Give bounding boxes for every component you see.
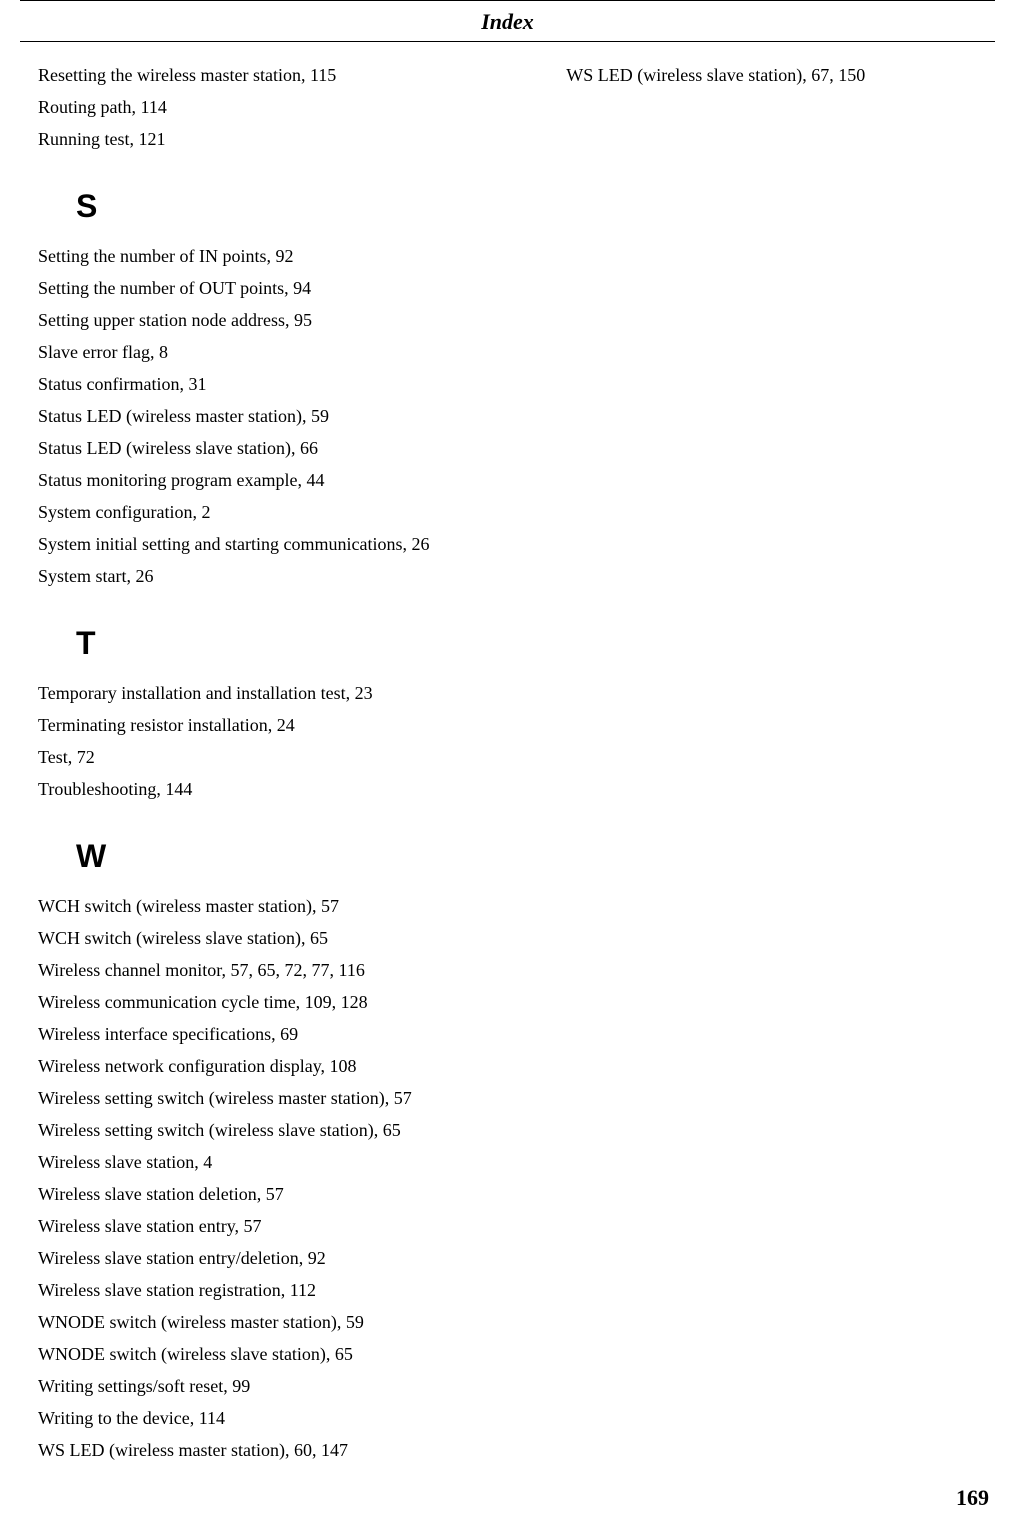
index-entry: Routing path, 114 [38,98,526,116]
index-entry: Setting the number of IN points, 92 [38,247,526,265]
index-entry: Temporary installation and installation … [38,684,526,702]
index-section-letter: W [76,838,526,875]
index-entry: WCH switch (wireless slave station), 65 [38,929,526,947]
index-entry: Slave error flag, 8 [38,343,526,361]
page-number: 169 [956,1485,989,1511]
index-entry: Wireless slave station entry, 57 [38,1217,526,1235]
left-column: Resetting the wireless master station, 1… [38,66,526,1473]
index-entry: System start, 26 [38,567,526,585]
index-entry: Setting upper station node address, 95 [38,311,526,329]
index-entry: Wireless channel monitor, 57, 65, 72, 77… [38,961,526,979]
header-title: Index [481,9,534,34]
index-entry: WS LED (wireless master station), 60, 14… [38,1441,526,1459]
index-entry: Wireless slave station registration, 112 [38,1281,526,1299]
page-header: Index [20,0,995,42]
index-entry: Writing to the device, 114 [38,1409,526,1427]
index-entry: Terminating resistor installation, 24 [38,716,526,734]
index-entry: Status confirmation, 31 [38,375,526,393]
index-entry: Test, 72 [38,748,526,766]
index-entry: Wireless communication cycle time, 109, … [38,993,526,1011]
index-entry: Writing settings/soft reset, 99 [38,1377,526,1395]
index-entry: Wireless slave station, 4 [38,1153,526,1171]
index-entry: Status LED (wireless master station), 59 [38,407,526,425]
index-entry: WNODE switch (wireless master station), … [38,1313,526,1331]
index-section-letter: S [76,188,526,225]
index-entry: WNODE switch (wireless slave station), 6… [38,1345,526,1363]
index-entry: Setting the number of OUT points, 94 [38,279,526,297]
index-entry: WCH switch (wireless master station), 57 [38,897,526,915]
index-entry: Wireless network configuration display, … [38,1057,526,1075]
index-entry: Status monitoring program example, 44 [38,471,526,489]
index-entry: Wireless slave station deletion, 57 [38,1185,526,1203]
index-entry: System configuration, 2 [38,503,526,521]
index-entry: Wireless slave station entry/deletion, 9… [38,1249,526,1267]
index-entry: Wireless setting switch (wireless master… [38,1089,526,1107]
index-entry: Status LED (wireless slave station), 66 [38,439,526,457]
index-section-letter: T [76,625,526,662]
index-entry: Resetting the wireless master station, 1… [38,66,526,84]
index-entry: WS LED (wireless slave station), 67, 150 [566,66,979,84]
right-column: WS LED (wireless slave station), 67, 150 [566,66,979,1473]
index-entry: Running test, 121 [38,130,526,148]
index-entry: Wireless setting switch (wireless slave … [38,1121,526,1139]
index-entry: Wireless interface specifications, 69 [38,1025,526,1043]
index-entry: System initial setting and starting comm… [38,535,526,553]
index-entry: Troubleshooting, 144 [38,780,526,798]
index-content: Resetting the wireless master station, 1… [0,42,1015,1473]
